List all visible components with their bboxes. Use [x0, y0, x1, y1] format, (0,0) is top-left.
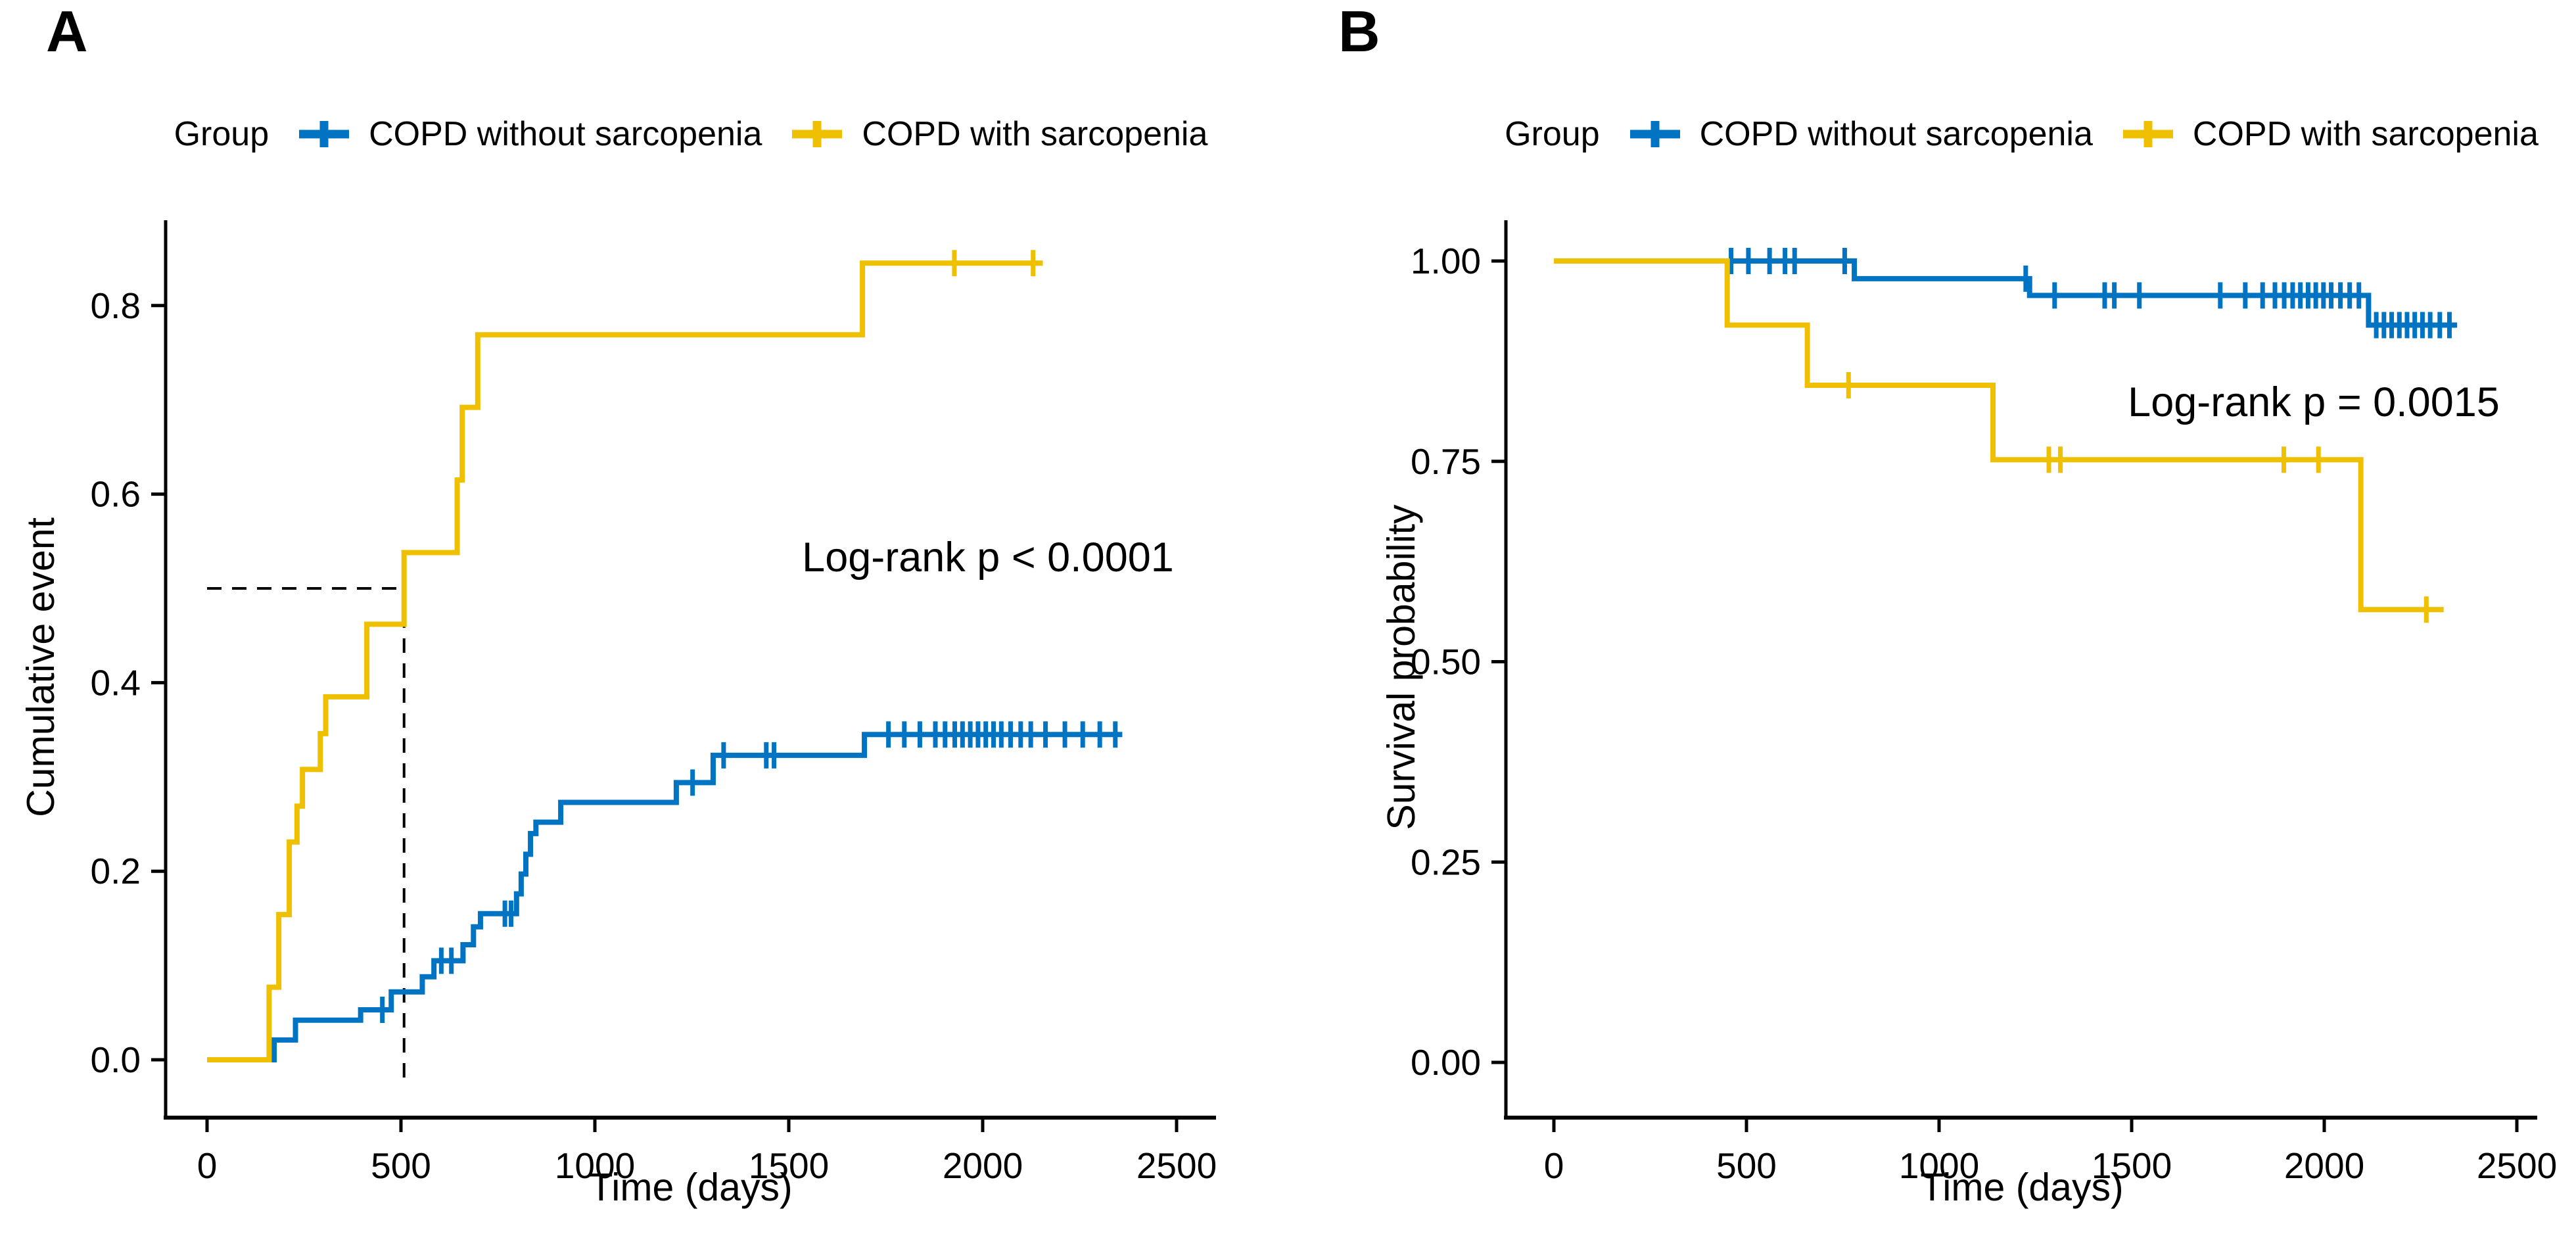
- legend-title: Group: [174, 115, 269, 153]
- x-axis-title: Time (days): [589, 1166, 793, 1209]
- legend-item-copd-with-sarcopenia: COPD with sarcopenia: [789, 114, 1207, 154]
- x-tick-label: 1000: [555, 1145, 635, 1186]
- panel-b: B Group COPD without sarcopenia COPD wit…: [1288, 0, 2576, 1234]
- legend-item-label: COPD without sarcopenia: [369, 115, 762, 153]
- plus-key-icon: [2122, 121, 2173, 147]
- legend-item-label: COPD with sarcopenia: [862, 115, 1208, 153]
- legend-item-copd-without-sarcopenia: COPD without sarcopenia: [296, 114, 762, 154]
- x-tick-label: 0: [197, 1145, 218, 1186]
- y-tick-label: 0.75: [1411, 441, 1481, 482]
- legend-a: Group COPD without sarcopenia COPD with …: [166, 109, 1216, 159]
- plus-key-icon: [299, 121, 350, 147]
- y-tick-label: 0.25: [1411, 842, 1481, 882]
- legend-item-label: COPD with sarcopenia: [2192, 115, 2539, 153]
- km-plot-cumulative-event: 0 500 1000 1500 2000 2500 0.0 0.2 0.4 0.6 0.8: [91, 220, 1217, 1186]
- panel-a-label: A: [46, 0, 89, 64]
- y-tick-label: 0.8: [91, 285, 141, 326]
- x-tick-label: 1500: [2092, 1145, 2172, 1186]
- plus-key-icon: [1629, 121, 1680, 147]
- logrank-annotation-b: Log-rank p = 0.0015: [2128, 379, 2500, 425]
- km-plot-survival-probability: 0 500 1000 1500 2000 2500 0.00 0.25 0.50 0.75 1.00: [1411, 220, 2557, 1186]
- legend-item-label: COPD without sarcopenia: [1699, 115, 2093, 153]
- curve-copd-with-sarcopenia: [207, 260, 1043, 1062]
- panel-a: A Group COPD without sarcopenia COPD wit…: [19, 0, 1217, 1210]
- y-tick-label: 0.4: [91, 662, 141, 703]
- x-axis-title: Time (days): [1920, 1166, 2124, 1209]
- legend-title: Group: [1505, 115, 1600, 153]
- y-tick-label: 1.00: [1411, 241, 1481, 281]
- y-tick-label: 0.50: [1411, 642, 1481, 682]
- curve-copd-without-sarcopenia: [207, 732, 1123, 1062]
- y-tick-label: 0.0: [91, 1039, 141, 1080]
- y-tick-label: 0.2: [91, 851, 141, 891]
- legend-item-copd-with-sarcopenia: COPD with sarcopenia: [2120, 114, 2539, 154]
- x-tick-label: 1000: [1899, 1145, 1979, 1186]
- x-tick-label: 2500: [1136, 1145, 1217, 1186]
- y-axis-title: Survival probability: [1380, 504, 1423, 830]
- x-tick-label: 0: [1544, 1145, 1564, 1186]
- x-tick-label: 2000: [943, 1145, 1023, 1186]
- curve-copd-without-sarcopenia: [1554, 258, 2458, 328]
- x-tick-label: 2500: [2477, 1145, 2557, 1186]
- y-tick-label: 0.00: [1411, 1042, 1481, 1083]
- x-tick-label: 2000: [2284, 1145, 2364, 1186]
- legend-item-copd-without-sarcopenia: COPD without sarcopenia: [1628, 114, 2093, 154]
- y-tick-label: 0.6: [91, 474, 141, 515]
- curve-copd-with-sarcopenia: [1554, 258, 2444, 613]
- y-axis-title: Cumulative event: [19, 517, 62, 817]
- logrank-annotation-a: Log-rank p < 0.0001: [802, 534, 1174, 581]
- plus-key-icon: [792, 121, 843, 147]
- x-tick-label: 500: [371, 1145, 431, 1186]
- x-tick-label: 500: [1716, 1145, 1777, 1186]
- legend-b: Group COPD without sarcopenia COPD with …: [1505, 109, 2539, 159]
- panel-b-label: B: [1338, 0, 1381, 64]
- x-tick-label: 1500: [749, 1145, 829, 1186]
